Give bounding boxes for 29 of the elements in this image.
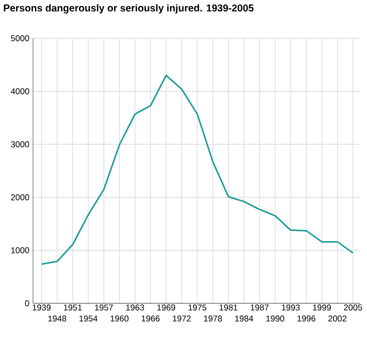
x-tick-label: 1990 [266,316,284,322]
x-tick-label: 1948 [48,316,66,322]
x-tick-label: 1996 [298,316,316,322]
x-tick-label: 1951 [64,304,82,310]
x-tick-label: 1972 [172,316,191,322]
y-tick-label: 2000 [11,194,30,200]
y-tick-label: 4000 [10,88,30,94]
x-tick-label: 1966 [142,316,160,322]
y-tick-label: 1000 [11,247,30,254]
x-tick-label: 2005 [344,304,362,310]
x-tick-label: 1984 [235,316,254,322]
x-tick-label: 1969 [157,304,176,310]
x-tick-label: 1981 [220,304,238,310]
x-tick-label: 1957 [95,304,113,310]
y-tick-label: 5000 [10,35,30,42]
x-tick-label: 1999 [313,304,331,310]
x-tick-label: 1963 [126,304,144,310]
x-tick-label: 1978 [204,316,222,322]
x-tick-label: 1954 [80,316,98,322]
x-tick-label: 1960 [110,316,129,322]
y-tick-label: 0 [25,300,30,306]
x-tick-label: 1939 [32,304,51,310]
x-tick-label: 1987 [250,304,269,310]
line-series [40,74,354,265]
x-tick-label: 1993 [282,304,300,310]
x-tick-label: 1975 [188,304,206,310]
x-tick-label: 2002 [328,316,346,322]
chart-title: Persons dangerously or seriously injured. 1939-2005 [4,4,254,14]
y-tick-label: 3000 [10,141,30,148]
